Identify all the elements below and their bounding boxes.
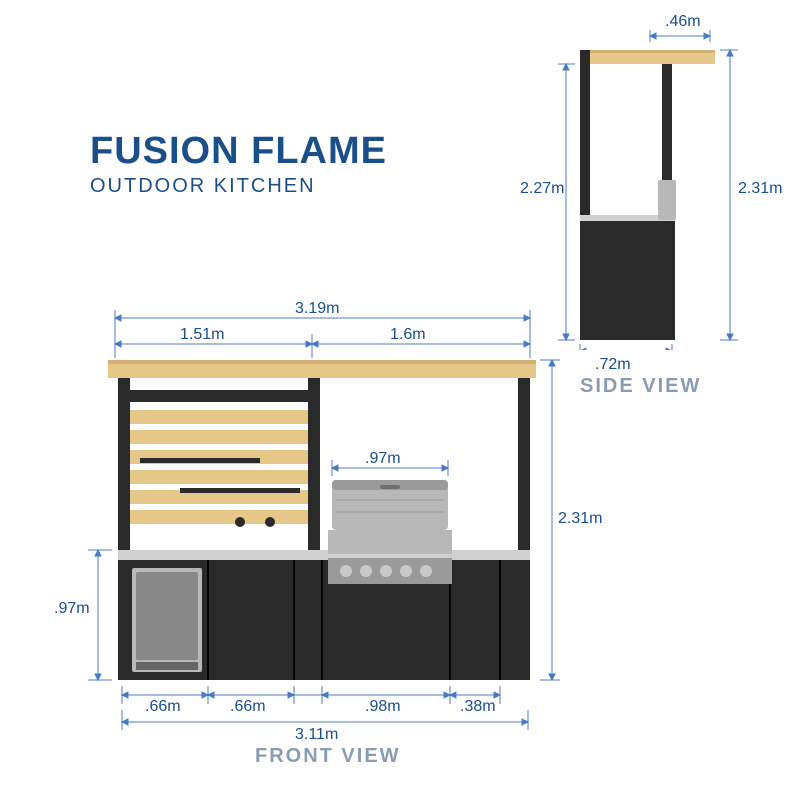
dim-side-roof: .46m	[665, 13, 701, 31]
dim-side-depth: .72m	[595, 356, 631, 374]
dim-front-cab2: .66m	[230, 698, 266, 716]
grill-icon	[328, 480, 452, 584]
dim-front-cab3: .98m	[365, 698, 401, 716]
product-subtitle: OUTDOOR KITCHEN	[90, 175, 387, 198]
dim-front-bottom-total: 3.11m	[295, 726, 338, 744]
front-view-label: FRONT VIEW	[255, 745, 401, 768]
dim-front-top-right: 1.6m	[390, 326, 426, 344]
title-block: FUSION FLAME OUTDOOR KITCHEN	[90, 130, 387, 198]
dim-front-top-total: 3.19m	[295, 300, 339, 318]
product-title: FUSION FLAME	[90, 130, 387, 173]
dim-front-cab4: .38m	[460, 698, 496, 716]
dim-side-inner-h: 2.27m	[520, 180, 564, 198]
dim-side-outer-h: 2.31m	[738, 180, 782, 198]
front-view-drawing	[40, 300, 600, 770]
dim-front-counter-h: .97m	[54, 600, 90, 618]
dim-front-top-left: 1.51m	[180, 326, 224, 344]
dim-front-height: 2.31m	[558, 510, 602, 528]
dim-front-cab1: .66m	[145, 698, 181, 716]
dim-front-grill: .97m	[365, 450, 401, 468]
